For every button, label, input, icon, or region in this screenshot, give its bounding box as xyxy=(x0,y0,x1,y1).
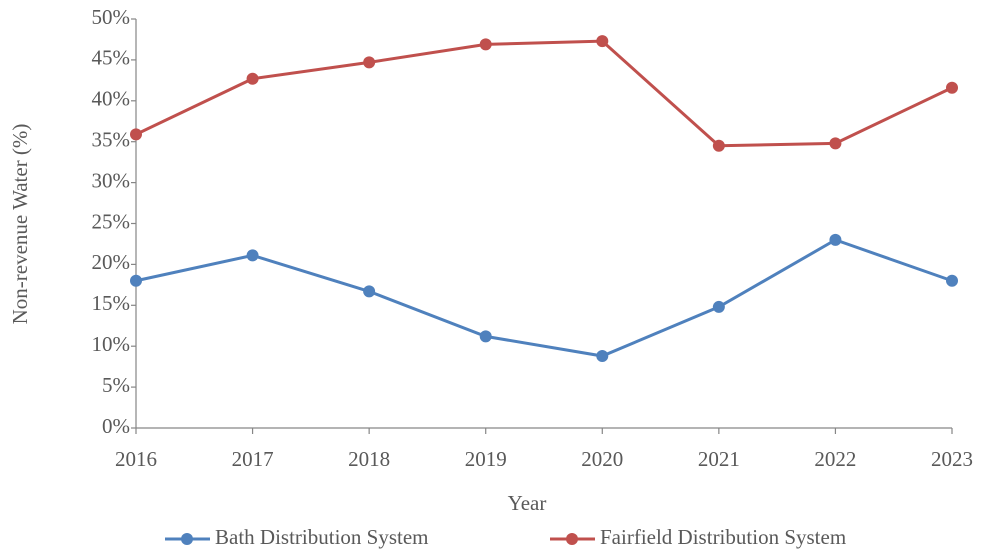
x-tick-label: 2018 xyxy=(348,447,390,471)
y-tick-label: 40% xyxy=(92,87,131,111)
y-tick-label: 25% xyxy=(92,209,131,233)
y-tick-label: 20% xyxy=(92,250,131,274)
y-axis-label: Non-revenue Water (%) xyxy=(8,124,32,325)
legend-label: Fairfield Distribution System xyxy=(600,525,846,549)
x-tick-label: 2023 xyxy=(931,447,973,471)
y-tick-label: 50% xyxy=(92,5,131,29)
y-tick-label: 15% xyxy=(92,291,131,315)
x-tick-label: 2022 xyxy=(814,447,856,471)
data-point xyxy=(596,35,609,48)
x-tick-label: 2017 xyxy=(232,447,274,471)
legend-marker xyxy=(566,533,578,545)
y-tick-label: 0% xyxy=(102,414,130,438)
x-tick-label: 2020 xyxy=(581,447,623,471)
data-point xyxy=(479,38,492,51)
data-point xyxy=(363,56,376,69)
data-point xyxy=(363,285,376,298)
y-tick-label: 45% xyxy=(92,46,131,70)
series-line xyxy=(135,238,953,358)
data-point xyxy=(130,128,142,141)
data-point xyxy=(946,81,958,94)
y-tick-label: 30% xyxy=(92,168,131,192)
x-tick-label: 2016 xyxy=(115,447,157,471)
data-point xyxy=(712,300,725,313)
data-point xyxy=(829,233,842,246)
legend-label: Bath Distribution System xyxy=(215,525,429,549)
series-line xyxy=(135,39,953,148)
data-point xyxy=(479,330,492,343)
x-tick-label: 2021 xyxy=(698,447,740,471)
data-point xyxy=(946,274,958,287)
data-point xyxy=(246,249,259,262)
x-tick-label: 2019 xyxy=(465,447,507,471)
data-point xyxy=(596,350,609,363)
y-tick-label: 10% xyxy=(92,332,131,356)
y-tick-label: 5% xyxy=(102,373,130,397)
data-point xyxy=(130,274,142,287)
data-point xyxy=(246,72,259,85)
y-tick-label: 35% xyxy=(92,128,131,152)
x-axis-label: Year xyxy=(508,491,547,515)
data-point xyxy=(712,139,725,152)
legend-marker xyxy=(181,533,193,545)
data-point xyxy=(829,137,842,150)
